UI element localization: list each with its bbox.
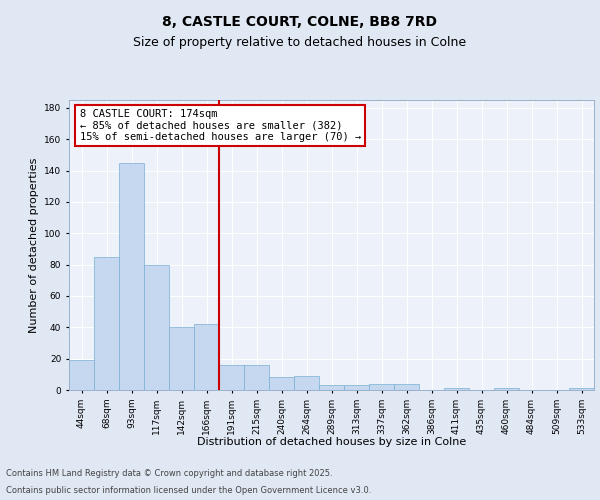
Bar bbox=[494, 388, 519, 390]
Bar bbox=[94, 257, 119, 390]
Bar bbox=[169, 328, 194, 390]
Bar bbox=[194, 324, 219, 390]
Bar bbox=[219, 365, 244, 390]
Text: Contains HM Land Registry data © Crown copyright and database right 2025.: Contains HM Land Registry data © Crown c… bbox=[6, 468, 332, 477]
Bar bbox=[269, 378, 294, 390]
Bar bbox=[369, 384, 394, 390]
Bar bbox=[69, 360, 94, 390]
Text: 8, CASTLE COURT, COLNE, BB8 7RD: 8, CASTLE COURT, COLNE, BB8 7RD bbox=[163, 16, 437, 30]
Bar bbox=[119, 162, 144, 390]
Text: Size of property relative to detached houses in Colne: Size of property relative to detached ho… bbox=[133, 36, 467, 49]
Bar bbox=[569, 388, 594, 390]
Bar bbox=[144, 264, 169, 390]
Y-axis label: Number of detached properties: Number of detached properties bbox=[29, 158, 38, 332]
Text: Contains public sector information licensed under the Open Government Licence v3: Contains public sector information licen… bbox=[6, 486, 371, 495]
X-axis label: Distribution of detached houses by size in Colne: Distribution of detached houses by size … bbox=[197, 437, 466, 447]
Bar bbox=[294, 376, 319, 390]
Bar bbox=[444, 388, 469, 390]
Bar bbox=[344, 386, 369, 390]
Bar bbox=[244, 365, 269, 390]
Text: 8 CASTLE COURT: 174sqm
← 85% of detached houses are smaller (382)
15% of semi-de: 8 CASTLE COURT: 174sqm ← 85% of detached… bbox=[79, 108, 361, 142]
Bar bbox=[319, 386, 344, 390]
Bar bbox=[394, 384, 419, 390]
